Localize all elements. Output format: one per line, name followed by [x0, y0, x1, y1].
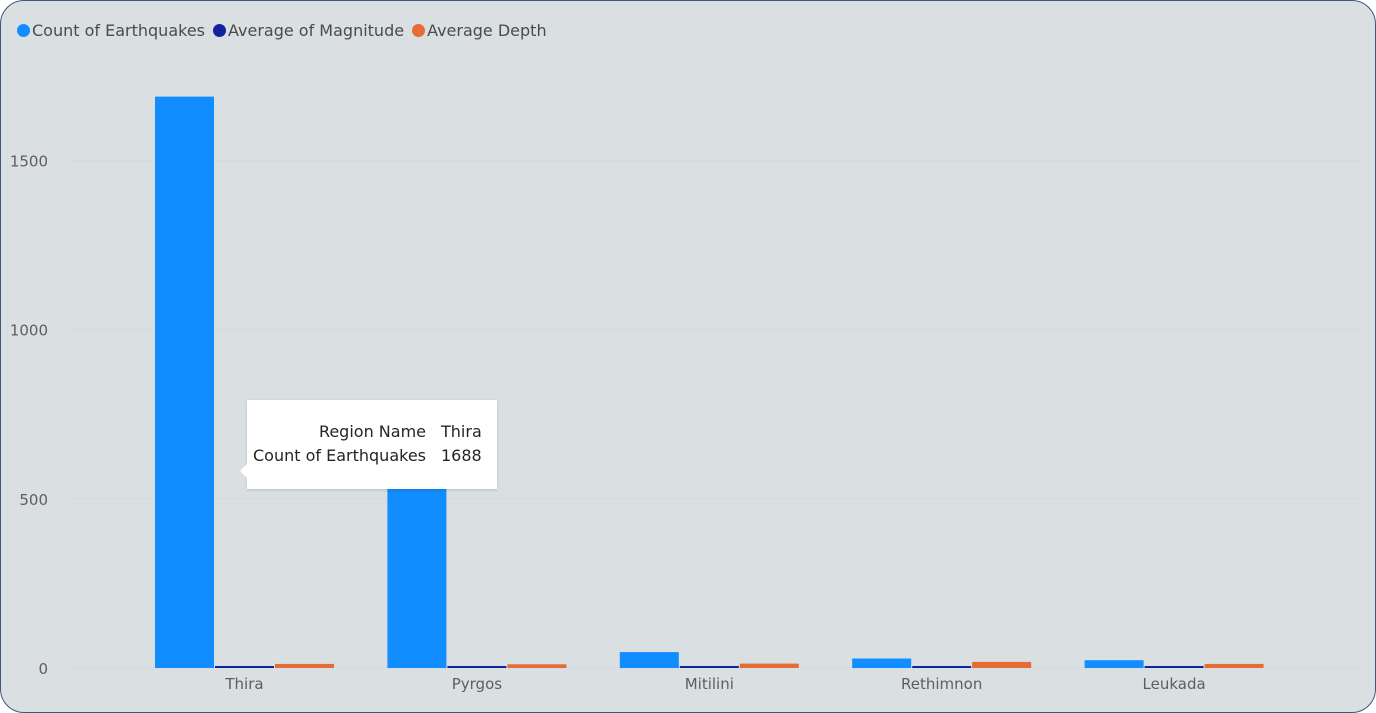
legend-dot-magnitude — [213, 24, 226, 37]
tooltip-value-region: Thira — [441, 422, 482, 441]
bar-mitilini-count-of-earthquakes — [619, 652, 679, 668]
tooltip-label-region: Region Name — [318, 422, 426, 441]
legend-label-count: Count of Earthquakes — [32, 21, 205, 40]
legend-label-magnitude: Average of Magnitude — [228, 21, 405, 40]
legend-item-count[interactable]: Count of Earthquakes — [17, 21, 205, 40]
legend-dot-depth — [412, 24, 426, 37]
bar-leukada-average-depth — [1204, 663, 1264, 668]
tooltip-pointer — [240, 464, 247, 478]
x-tick-label-mitilini: Mitilini — [685, 675, 734, 693]
legend-item-magnitude[interactable]: Average of Magnitude — [213, 21, 404, 40]
tooltip-value-count: 1688 — [441, 446, 482, 465]
bar-pyrgos-average-depth — [507, 664, 567, 668]
tooltip-row-count: Count of Earthquakes 1688 — [247, 446, 497, 468]
tooltip-label-count: Count of Earthquakes — [253, 446, 426, 465]
bar-pyrgos-count-of-earthquakes — [387, 483, 447, 668]
tooltip-row-region: Region Name Thira — [247, 422, 497, 444]
bar-leukada-count-of-earthquakes — [1084, 660, 1144, 668]
bar-thira-average-depth — [275, 663, 334, 668]
bar-thira-average-of-magnitude — [215, 666, 274, 668]
x-tick-label-pyrgos: Pyrgos — [452, 675, 503, 693]
legend-dot-count — [17, 24, 30, 37]
bar-rethimnon-count-of-earthquakes — [852, 658, 912, 668]
y-tick-label-500: 500 — [19, 491, 48, 509]
y-tick-label-1500: 1500 — [10, 152, 48, 170]
bar-mitilini-average-of-magnitude — [679, 666, 739, 668]
chart-legend: Count of Earthquakes Average of Magnitud… — [17, 21, 555, 40]
bar-rethimnon-average-depth — [972, 661, 1032, 668]
legend-item-depth[interactable]: Average Depth — [412, 21, 547, 40]
bar-leukada-average-of-magnitude — [1144, 666, 1204, 668]
bar-mitilini-average-depth — [739, 663, 799, 668]
x-tick-label-thira: Thira — [224, 675, 263, 693]
bar-rethimnon-average-of-magnitude — [912, 666, 972, 668]
tooltip: Region Name Thira Count of Earthquakes 1… — [240, 400, 497, 489]
bar-thira-count-of-earthquakes — [155, 96, 214, 668]
y-tick-label-0: 0 — [38, 660, 48, 678]
bar-pyrgos-average-of-magnitude — [447, 666, 507, 668]
y-tick-label-1000: 1000 — [10, 322, 48, 340]
x-tick-label-leukada: Leukada — [1143, 675, 1206, 693]
x-tick-label-rethimnon: Rethimnon — [901, 675, 982, 693]
legend-label-depth: Average Depth — [427, 21, 547, 40]
